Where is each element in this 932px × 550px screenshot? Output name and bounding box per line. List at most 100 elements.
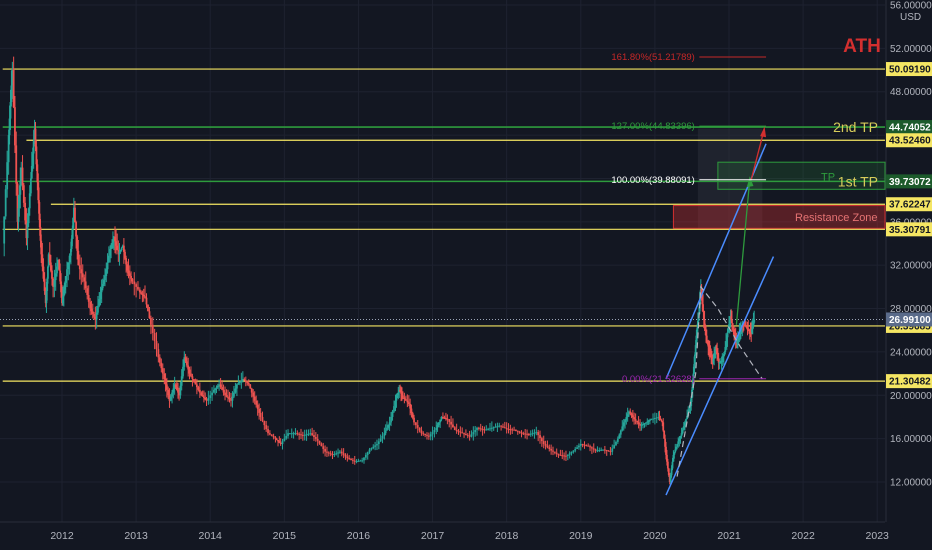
price-candle-body	[732, 326, 735, 331]
price-candle-body	[682, 426, 685, 430]
price-candle-body	[589, 446, 591, 448]
price-candle-body	[400, 391, 402, 394]
price-candle-body	[384, 430, 387, 434]
price-candle-body	[94, 316, 97, 320]
price-candle-body	[342, 453, 345, 455]
price-candle-body	[160, 362, 163, 369]
price-candle-body	[51, 270, 53, 279]
price-candle-body	[32, 141, 35, 154]
price-candle-body	[707, 343, 710, 347]
price-candle-body	[452, 424, 454, 428]
price-candle-body	[544, 444, 547, 446]
price-candle-body	[91, 311, 94, 314]
price-candle-body	[20, 167, 23, 182]
price-candle-body	[38, 213, 41, 228]
price-candle-body	[453, 427, 456, 430]
level-price-badge: 43.52460	[889, 136, 931, 147]
price-candle-body	[624, 419, 626, 423]
price-candle-body	[427, 435, 430, 437]
price-candle-body	[48, 254, 51, 263]
price-candle-body	[195, 384, 198, 388]
x-tick-label: 2013	[124, 530, 148, 542]
price-candle-body	[267, 429, 269, 434]
price-candle-body	[391, 411, 394, 417]
price-candle-body	[285, 435, 288, 439]
price-candle-body	[522, 433, 525, 435]
price-candle-body	[98, 299, 101, 306]
price-candle-body	[119, 250, 122, 253]
price-candle-body	[477, 427, 480, 429]
price-candle-body	[141, 293, 144, 295]
price-candle-body	[602, 449, 604, 451]
price-candle-body	[18, 194, 21, 209]
price-candle-body	[457, 430, 460, 432]
price-candle-body	[667, 468, 670, 476]
price-candle-body	[66, 269, 68, 277]
price-candle-body	[374, 445, 377, 447]
price-candle-body	[403, 397, 406, 400]
price-candle-body	[364, 454, 367, 458]
price-candle-body	[674, 449, 677, 453]
fib-label: 161.80%(51.21789)	[611, 52, 694, 63]
price-candle-body	[311, 433, 314, 436]
price-candle-body	[53, 280, 56, 287]
x-tick-label: 2021	[717, 530, 741, 542]
price-candle-body	[324, 448, 326, 452]
level-price-badge-bg	[886, 197, 932, 212]
price-candle-body	[731, 319, 733, 324]
price-candle-body	[67, 262, 70, 270]
price-candle-body	[247, 383, 250, 385]
price-candle-body	[77, 250, 80, 266]
price-candle-body	[722, 354, 725, 357]
price-candle-body	[193, 379, 195, 382]
price-candle-body	[78, 265, 81, 270]
price-candle-body	[716, 354, 719, 359]
price-candle-body	[716, 350, 719, 355]
price-candle-body	[261, 416, 264, 422]
price-candle-body	[142, 294, 145, 297]
price-candle-body	[112, 236, 115, 240]
price-candle-body	[275, 438, 278, 440]
price-candle-body	[175, 387, 178, 390]
price-candle-body	[337, 452, 339, 454]
price-candle-body	[140, 292, 143, 294]
price-candle-body	[574, 448, 577, 451]
price-candle-body	[675, 446, 678, 450]
price-candle-body	[61, 292, 63, 304]
level-price-badge: 44.74052	[889, 123, 931, 134]
price-candle-body	[106, 262, 109, 270]
price-candle-body	[442, 416, 444, 418]
price-candle-body	[155, 341, 158, 350]
price-candle-body	[174, 384, 177, 388]
price-candle-body	[236, 384, 238, 389]
price-candle-body	[655, 417, 658, 419]
price-candle-body	[646, 421, 649, 423]
price-candle-body	[346, 456, 349, 459]
price-candle-body	[622, 422, 625, 427]
price-candle-body	[753, 319, 756, 323]
price-candle-body	[546, 445, 549, 448]
price-candle-body	[57, 259, 60, 267]
second-tp-label: 2nd TP	[833, 119, 878, 135]
price-candle-body	[145, 297, 148, 305]
price-candle-body	[680, 433, 683, 436]
triangle-pattern	[676, 285, 763, 477]
price-candle-body	[713, 354, 716, 359]
price-candle-body	[135, 284, 138, 287]
level-price-badge: 37.62247	[889, 200, 931, 211]
price-candle-body	[711, 357, 713, 361]
price-candle-body	[322, 446, 325, 449]
price-candle-body	[653, 418, 656, 420]
price-candle-body	[511, 429, 514, 431]
price-candle-body	[59, 270, 62, 282]
price-candle-body	[36, 164, 39, 183]
price-candle-body	[725, 342, 727, 348]
price-candle-body	[290, 433, 293, 435]
price-candle-body	[314, 437, 317, 439]
price-candle-body	[84, 281, 87, 289]
price-candle-body	[15, 145, 18, 184]
price-candle-body	[190, 373, 192, 377]
price-candle-body	[27, 208, 30, 224]
price-candle-body	[180, 376, 183, 386]
level-price-badge: 21.30482	[889, 377, 931, 388]
